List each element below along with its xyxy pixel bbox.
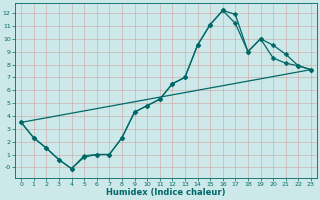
X-axis label: Humidex (Indice chaleur): Humidex (Indice chaleur) — [106, 188, 226, 197]
